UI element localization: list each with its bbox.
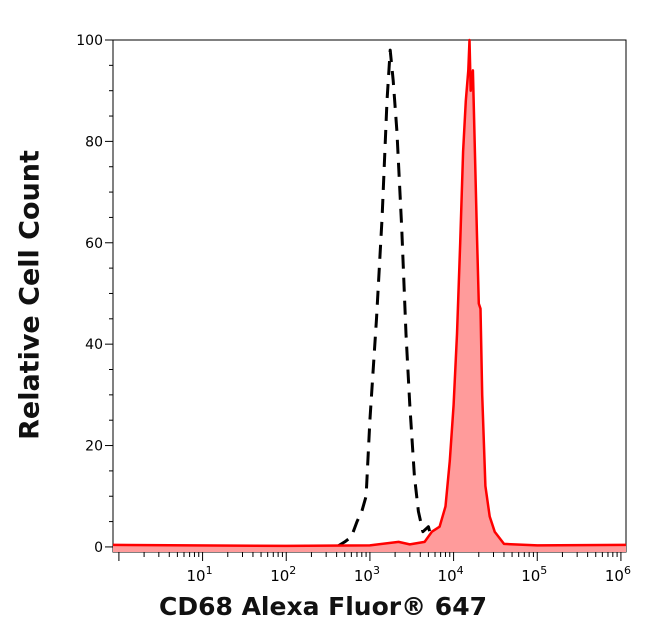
x-tick-label: 103 <box>354 564 380 585</box>
plot-border <box>112 39 627 553</box>
series-1-fill <box>113 40 626 552</box>
plot-frame <box>112 39 627 553</box>
x-tick-label: 106 <box>605 564 631 585</box>
series-layer <box>112 38 627 552</box>
y-tick-label: 40 <box>85 337 103 353</box>
x-axis-title: CD68 Alexa Fluor® 647 <box>158 592 487 621</box>
series-0-line <box>335 48 439 549</box>
y-axis-title: Relative Cell Count <box>14 150 46 440</box>
x-tick-label: 102 <box>270 564 296 585</box>
series-1-line <box>112 38 627 548</box>
y-tick-label: 20 <box>85 439 103 455</box>
x-tick-label: 105 <box>521 564 547 585</box>
y-tick-label: 0 <box>94 540 103 556</box>
y-tick-label: 100 <box>76 33 103 49</box>
y-tick-label: 60 <box>85 236 103 252</box>
y-tick-label: 80 <box>85 134 103 150</box>
y-axis: 0 20 40 60 80 100 <box>76 33 113 556</box>
x-tick-label: 104 <box>438 564 464 585</box>
x-axis: 101 102 103 104 105 106 <box>118 552 631 585</box>
y-axis-title-wrap: Relative Cell Count <box>0 0 60 641</box>
x-tick-label: 101 <box>187 564 213 585</box>
